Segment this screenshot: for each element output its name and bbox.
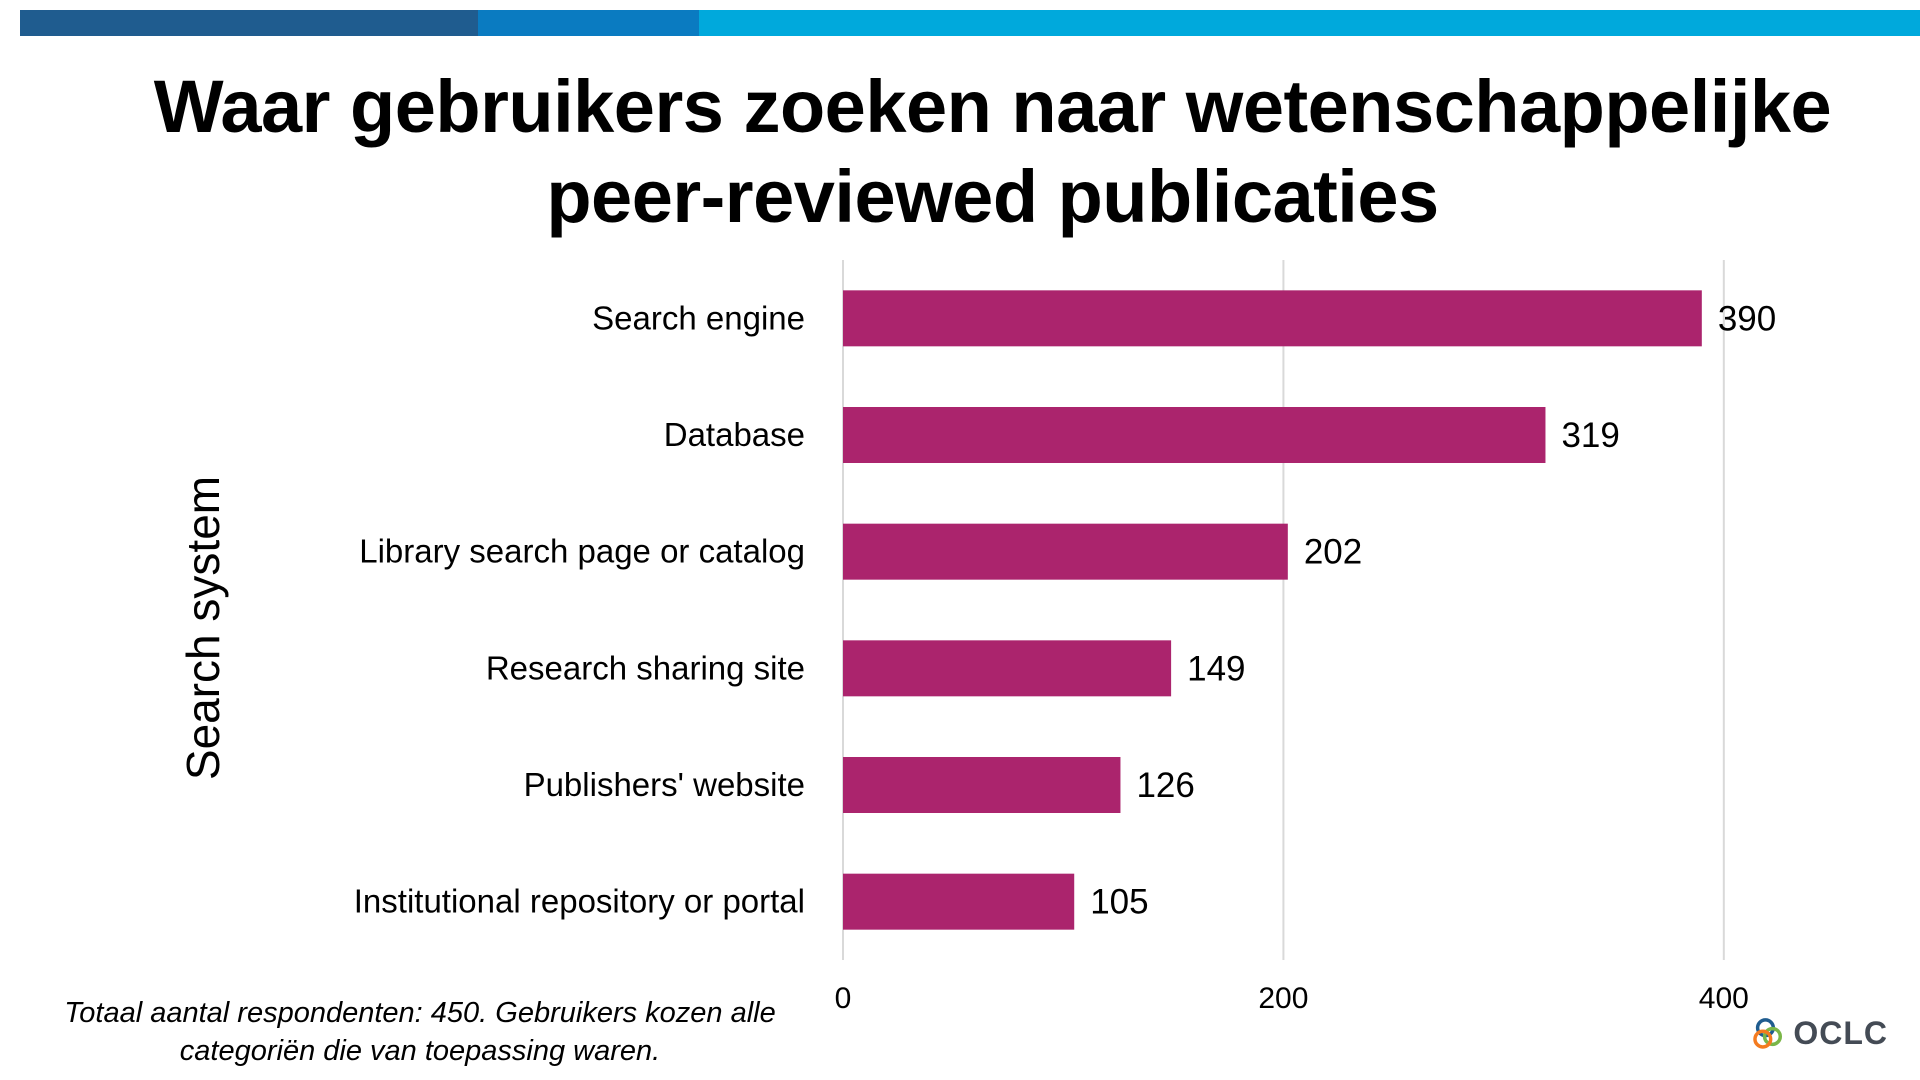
data-label: 126	[1136, 766, 1194, 805]
category-label: Search engine	[592, 299, 805, 336]
bar	[843, 873, 1075, 930]
top-color-band	[20, 10, 1920, 36]
category-label: Research sharing site	[486, 649, 805, 686]
footnote-line2: categoriën die van toepassing waren.	[179, 1035, 661, 1067]
chart-title-line2: peer-reviewed publicaties	[546, 155, 1439, 238]
data-label: 149	[1187, 649, 1245, 688]
chart-title: Waar gebruikers zoeken naar wetenschappe…	[90, 62, 1895, 242]
bars	[843, 290, 1702, 930]
category-label: Database	[664, 416, 805, 453]
x-tick-label: 400	[1699, 982, 1749, 1015]
bar	[843, 640, 1172, 697]
category-label: Institutional repository or portal	[354, 883, 805, 920]
oclc-logo: OCLC	[1748, 1008, 1888, 1058]
category-label: Library search page or catalog	[359, 533, 805, 570]
bar	[843, 757, 1121, 813]
data-label: 202	[1304, 533, 1362, 572]
top-band-segment-dark	[20, 10, 478, 36]
bar	[843, 407, 1546, 463]
data-label: 105	[1090, 883, 1148, 922]
labels: 0 200 400 Search engine 390 Database 319 Librar…	[354, 299, 1776, 1015]
x-tick-label: 200	[1258, 982, 1308, 1015]
chart-title-line1: Waar gebruikers zoeken naar wetenschappe…	[153, 65, 1832, 148]
oclc-logo-text: OCLC	[1793, 1014, 1888, 1051]
footnote-line1: Totaal aantal respondenten: 450. Gebruik…	[64, 997, 776, 1029]
footnote: Totaal aantal respondenten: 450. Gebruik…	[20, 994, 820, 1070]
category-label: Publishers' website	[524, 766, 805, 803]
top-band-segment-mid	[478, 10, 699, 36]
gridlines	[842, 260, 1725, 960]
bar	[843, 523, 1288, 580]
data-label: 390	[1718, 299, 1776, 338]
y-axis-title: Search system	[177, 475, 229, 781]
top-band-segment-light	[699, 10, 1920, 36]
bar	[843, 290, 1702, 347]
oclc-logo-icon	[1753, 1018, 1783, 1049]
data-label: 319	[1561, 416, 1619, 455]
x-tick-label: 0	[835, 982, 852, 1015]
